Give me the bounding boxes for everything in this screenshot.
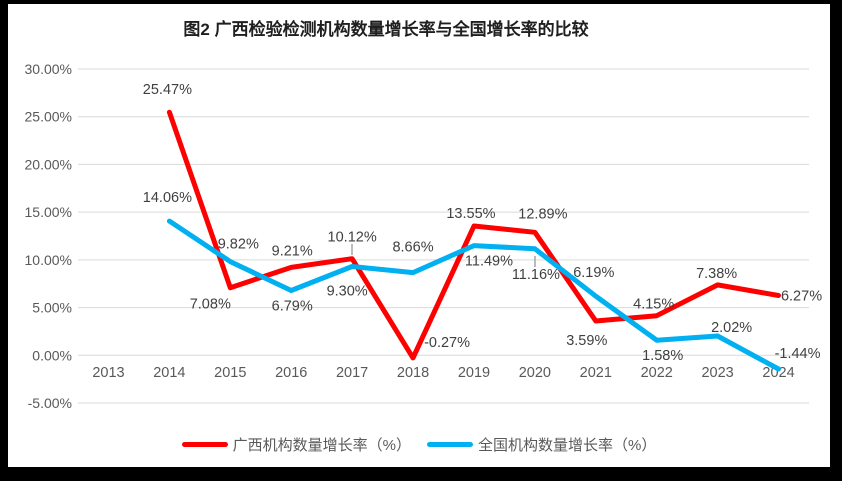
data-label: 4.15%	[633, 297, 674, 313]
national-blue-line-swatch	[427, 442, 473, 447]
data-label: 9.82%	[218, 237, 259, 253]
data-label: 7.38%	[696, 266, 737, 282]
x-tick-label: 2013	[92, 365, 124, 381]
series-lines	[166, 109, 781, 372]
x-tick-label: 2024	[762, 365, 794, 381]
x-tick-label: 2015	[214, 365, 246, 381]
chart-frame: 图2 广西检验检测机构数量增长率与全国增长率的比较 30.00% 25.00% 20…	[8, 4, 830, 467]
x-tick-label: 2014	[153, 365, 185, 381]
x-tick-label: 2016	[275, 365, 307, 381]
chart-title: 图2 广西检验检测机构数量增长率与全国增长率的比较	[183, 20, 589, 39]
legend-item-national: 全国机构数量增长率（%）	[427, 434, 656, 455]
data-label: 12.89%	[518, 206, 567, 222]
legend-label-guangxi: 广西机构数量增长率（%）	[232, 437, 411, 454]
y-tick-label: -5.00%	[28, 395, 72, 411]
legend-item-guangxi: 广西机构数量增长率（%）	[181, 434, 411, 455]
data-labels: 25.47% 7.08% 9.21% 10.12% -0.27% 13.55% 12.89%…	[143, 82, 822, 364]
series-line-national	[166, 218, 781, 372]
data-label: 11.16%	[512, 267, 560, 283]
data-label: 6.27%	[781, 288, 822, 304]
x-tick-label: 2018	[397, 365, 429, 381]
data-label: 2.02%	[711, 320, 752, 336]
data-label: 9.21%	[272, 243, 313, 259]
legend-label-national: 全国机构数量增长率（%）	[478, 437, 657, 454]
data-label: 7.08%	[190, 297, 231, 313]
x-tick-label: 2023	[701, 365, 733, 381]
y-axis-tick-labels: 30.00% 25.00% 20.00% 15.00% 10.00% 5.00% 0.00%…	[25, 61, 72, 411]
y-tick-label: 15.00%	[25, 204, 72, 220]
data-label: 13.55%	[446, 206, 495, 222]
data-label: 25.47%	[143, 82, 192, 98]
data-label: 10.12%	[328, 230, 377, 246]
line-chart-plot-area: 30.00% 25.00% 20.00% 15.00% 10.00% 5.00% 0.00%…	[25, 61, 823, 411]
data-label: -1.44%	[775, 346, 821, 362]
y-tick-label: 30.00%	[25, 61, 72, 77]
x-tick-label: 2021	[580, 365, 612, 381]
data-label: 14.06%	[143, 190, 192, 206]
label-leader-lines	[351, 244, 536, 267]
y-tick-label: 0.00%	[32, 347, 72, 363]
y-tick-label: 10.00%	[25, 252, 72, 268]
data-label: -0.27%	[424, 335, 470, 351]
y-tick-label: 5.00%	[32, 300, 72, 316]
data-label: 6.79%	[272, 298, 313, 314]
data-label: 6.19%	[573, 265, 614, 281]
data-label: 1.58%	[642, 348, 683, 364]
data-label: 8.66%	[392, 240, 433, 256]
legend: 广西机构数量增长率（%） 全国机构数量增长率（%）	[8, 434, 830, 455]
x-tick-label: 2020	[519, 365, 551, 381]
data-label: 11.49%	[465, 254, 513, 270]
data-label: 9.30%	[327, 284, 368, 300]
series-line-guangxi	[166, 109, 781, 361]
x-tick-label: 2017	[336, 365, 368, 381]
x-tick-label: 2022	[641, 365, 673, 381]
y-tick-label: 20.00%	[25, 156, 72, 172]
x-axis-tick-labels: 2013 2014 2015 2016 2017 2018 2019 2020 2021 2022…	[92, 365, 794, 381]
x-tick-label: 2019	[458, 365, 490, 381]
y-tick-label: 25.00%	[25, 109, 72, 125]
guangxi-red-line-swatch	[181, 442, 228, 447]
data-label: 3.59%	[566, 333, 607, 349]
